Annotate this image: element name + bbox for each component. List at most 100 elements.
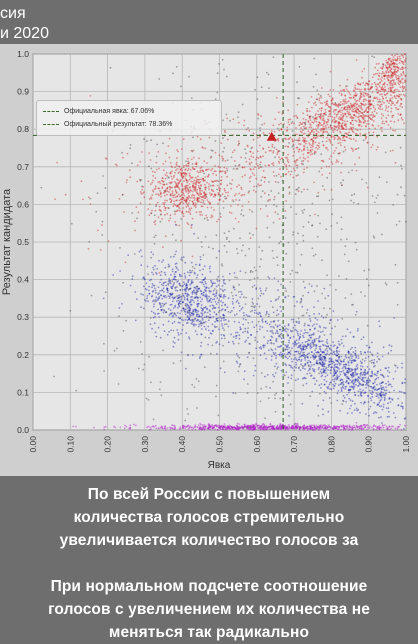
data-point [172,283,175,286]
data-point [277,137,280,140]
data-point [382,63,384,65]
data-point [152,179,154,182]
data-point [301,305,304,308]
data-point [89,95,92,97]
data-point [209,202,212,205]
data-point [320,159,323,162]
data-point [376,370,379,373]
data-point [336,222,339,224]
data-point [188,178,191,181]
data-point [190,282,193,285]
data-point [398,390,401,393]
data-point [264,151,267,154]
data-point [220,295,222,298]
data-point [200,184,203,187]
data-point [227,341,230,344]
data-point [214,194,217,197]
data-point [237,164,240,167]
data-point [275,426,278,428]
data-point [323,383,326,386]
data-point [366,371,369,374]
data-point [305,312,308,314]
data-point [259,135,261,138]
data-point [355,148,358,150]
data-point [207,201,210,203]
data-point [176,157,178,159]
data-point [306,331,309,334]
data-point [332,310,335,313]
data-point [277,298,280,300]
data-point [191,255,194,258]
data-point [170,165,173,168]
data-point [136,180,139,183]
data-point [154,234,157,237]
data-point [191,176,193,179]
data-point [186,293,189,295]
data-point [347,171,350,174]
data-point [335,147,338,149]
data-point [299,369,302,372]
data-point [315,362,318,365]
data-point [296,158,299,161]
data-point [404,66,407,69]
data-point [180,318,183,321]
data-point [354,132,357,135]
data-point [155,168,158,171]
data-point [397,99,399,102]
data-point [358,118,360,121]
data-point [349,399,352,402]
data-point [396,366,399,369]
data-point [245,296,248,299]
data-point [209,184,212,187]
data-point [314,116,317,119]
data-point [280,283,282,286]
data-point [181,288,184,291]
data-point [217,165,220,168]
data-point [303,145,306,148]
data-point [364,84,366,87]
data-point [252,138,255,141]
data-point [357,428,359,430]
data-point [225,197,228,200]
data-point [397,108,400,111]
data-point [222,314,225,316]
data-point [230,183,233,186]
data-point [288,164,291,167]
data-point [245,128,248,131]
data-point [221,170,224,173]
data-point [337,390,340,392]
data-point [199,296,202,299]
data-point [154,187,157,190]
data-point [302,171,305,174]
data-point [215,292,218,295]
data-point [318,121,321,124]
data-point [333,118,336,121]
data-point [280,341,283,343]
data-point [399,57,401,60]
data-point [166,287,169,290]
data-point [245,339,248,342]
data-point [268,313,270,316]
data-point [276,368,278,370]
data-point [178,165,181,168]
data-point [157,193,160,196]
data-point [191,319,193,322]
data-point [212,307,215,309]
data-point [387,114,390,117]
data-point [392,378,395,380]
data-point [293,424,295,427]
data-point [382,386,385,389]
data-point [193,199,196,202]
data-point [223,278,226,281]
data-point [296,300,298,303]
data-point [299,263,302,266]
data-point [356,82,359,84]
data-point [217,192,220,194]
data-point [327,119,330,121]
data-point [343,358,345,361]
data-point [171,194,174,197]
data-point [341,127,344,130]
data-point [400,391,403,393]
data-point [360,93,363,95]
data-point [400,60,403,63]
